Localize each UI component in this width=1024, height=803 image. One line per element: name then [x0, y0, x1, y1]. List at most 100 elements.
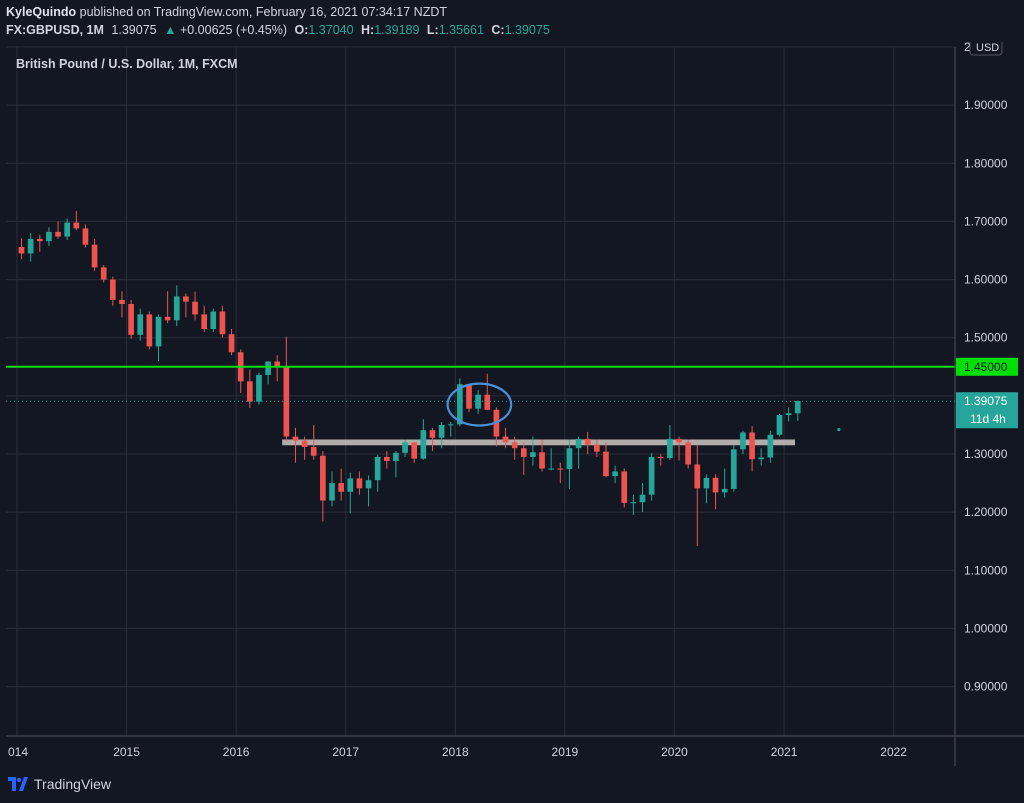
candle[interactable] — [749, 426, 755, 472]
candle-body[interactable] — [794, 401, 801, 414]
candle[interactable] — [520, 442, 527, 475]
candle-body[interactable] — [201, 314, 207, 329]
candle-body[interactable] — [183, 296, 189, 302]
candle-body[interactable] — [429, 430, 436, 438]
candle-body[interactable] — [594, 444, 600, 452]
candle-body[interactable] — [402, 442, 408, 453]
candle[interactable] — [82, 224, 89, 248]
candle-body[interactable] — [411, 442, 418, 459]
candle[interactable] — [776, 413, 783, 437]
candle-body[interactable] — [694, 464, 701, 489]
candle-body[interactable] — [228, 334, 235, 353]
candle[interactable] — [110, 276, 116, 306]
candle[interactable] — [429, 427, 436, 452]
candle-body[interactable] — [265, 361, 271, 375]
candle-body[interactable] — [164, 316, 171, 321]
candle-body[interactable] — [712, 477, 719, 493]
candle[interactable] — [246, 369, 253, 409]
candle[interactable] — [18, 238, 25, 260]
candle[interactable] — [667, 424, 673, 460]
candle[interactable] — [466, 384, 472, 413]
candle[interactable] — [173, 285, 180, 327]
candle[interactable] — [502, 427, 509, 449]
candle[interactable] — [356, 471, 363, 495]
candle-body[interactable] — [785, 413, 792, 416]
candle[interactable] — [794, 400, 801, 421]
tradingview-brand[interactable]: TradingView — [8, 776, 111, 792]
candle[interactable] — [283, 336, 290, 442]
candle-body[interactable] — [758, 457, 765, 460]
candle-body[interactable] — [730, 449, 737, 489]
candle-body[interactable] — [484, 394, 491, 410]
candle-body[interactable] — [128, 303, 134, 335]
candle-body[interactable] — [155, 316, 162, 347]
candle[interactable] — [55, 221, 61, 239]
candle[interactable] — [603, 442, 609, 478]
candle-body[interactable] — [192, 301, 198, 315]
candle[interactable] — [676, 436, 682, 461]
candle[interactable] — [420, 419, 427, 460]
candle[interactable] — [64, 218, 71, 241]
candle[interactable] — [685, 439, 691, 469]
candle-body[interactable] — [667, 438, 673, 459]
candle[interactable] — [146, 311, 153, 350]
candle-body[interactable] — [27, 238, 34, 254]
candle-body[interactable] — [146, 314, 153, 347]
candle-body[interactable] — [356, 478, 363, 489]
candle[interactable] — [539, 439, 545, 472]
candle-body[interactable] — [630, 502, 637, 504]
candle-body[interactable] — [420, 430, 427, 459]
candle[interactable] — [119, 291, 125, 318]
candle[interactable] — [274, 355, 281, 382]
candle-body[interactable] — [438, 424, 445, 438]
candle-body[interactable] — [246, 381, 253, 402]
candle-body[interactable] — [100, 267, 107, 280]
candle-body[interactable] — [64, 222, 71, 237]
candle[interactable] — [785, 407, 792, 422]
candle-body[interactable] — [219, 311, 226, 335]
candle-body[interactable] — [338, 483, 344, 492]
candle[interactable] — [694, 445, 701, 546]
candle-body[interactable] — [137, 314, 144, 335]
candle-body[interactable] — [301, 440, 308, 448]
candle-body[interactable] — [621, 471, 628, 503]
author-name[interactable]: KyleQuindo — [6, 5, 77, 19]
candle[interactable] — [758, 448, 765, 466]
candle[interactable] — [320, 451, 326, 522]
candle[interactable] — [511, 436, 518, 460]
candle-body[interactable] — [173, 296, 180, 321]
candle-body[interactable] — [73, 222, 80, 229]
candle[interactable] — [438, 422, 445, 449]
candle[interactable] — [530, 436, 536, 466]
candle[interactable] — [712, 474, 719, 510]
candle[interactable] — [292, 427, 299, 463]
candle-body[interactable] — [502, 436, 509, 443]
candle[interactable] — [594, 439, 600, 457]
candle-body[interactable] — [119, 299, 125, 304]
candle-body[interactable] — [685, 442, 691, 465]
candle[interactable] — [548, 448, 555, 471]
candle[interactable] — [767, 430, 774, 463]
candle[interactable] — [91, 238, 98, 271]
candle[interactable] — [155, 314, 162, 361]
candle[interactable] — [703, 474, 710, 504]
candle-body[interactable] — [110, 279, 116, 300]
candle[interactable] — [338, 468, 344, 501]
candle[interactable] — [740, 430, 746, 455]
candle-body[interactable] — [466, 384, 472, 409]
candle-body[interactable] — [18, 247, 25, 254]
candle-body[interactable] — [575, 438, 582, 449]
candle-body[interactable] — [82, 228, 89, 245]
candle[interactable] — [301, 436, 308, 460]
candle-body[interactable] — [767, 434, 774, 458]
candle-body[interactable] — [776, 415, 783, 435]
candle-body[interactable] — [740, 432, 746, 450]
candle[interactable] — [721, 468, 728, 498]
candle-body[interactable] — [320, 455, 326, 501]
candle-body[interactable] — [639, 494, 646, 503]
candle[interactable] — [411, 442, 418, 463]
candle-body[interactable] — [548, 468, 555, 470]
candle[interactable] — [219, 305, 226, 338]
candles[interactable] — [18, 210, 801, 546]
candle[interactable] — [228, 328, 235, 356]
